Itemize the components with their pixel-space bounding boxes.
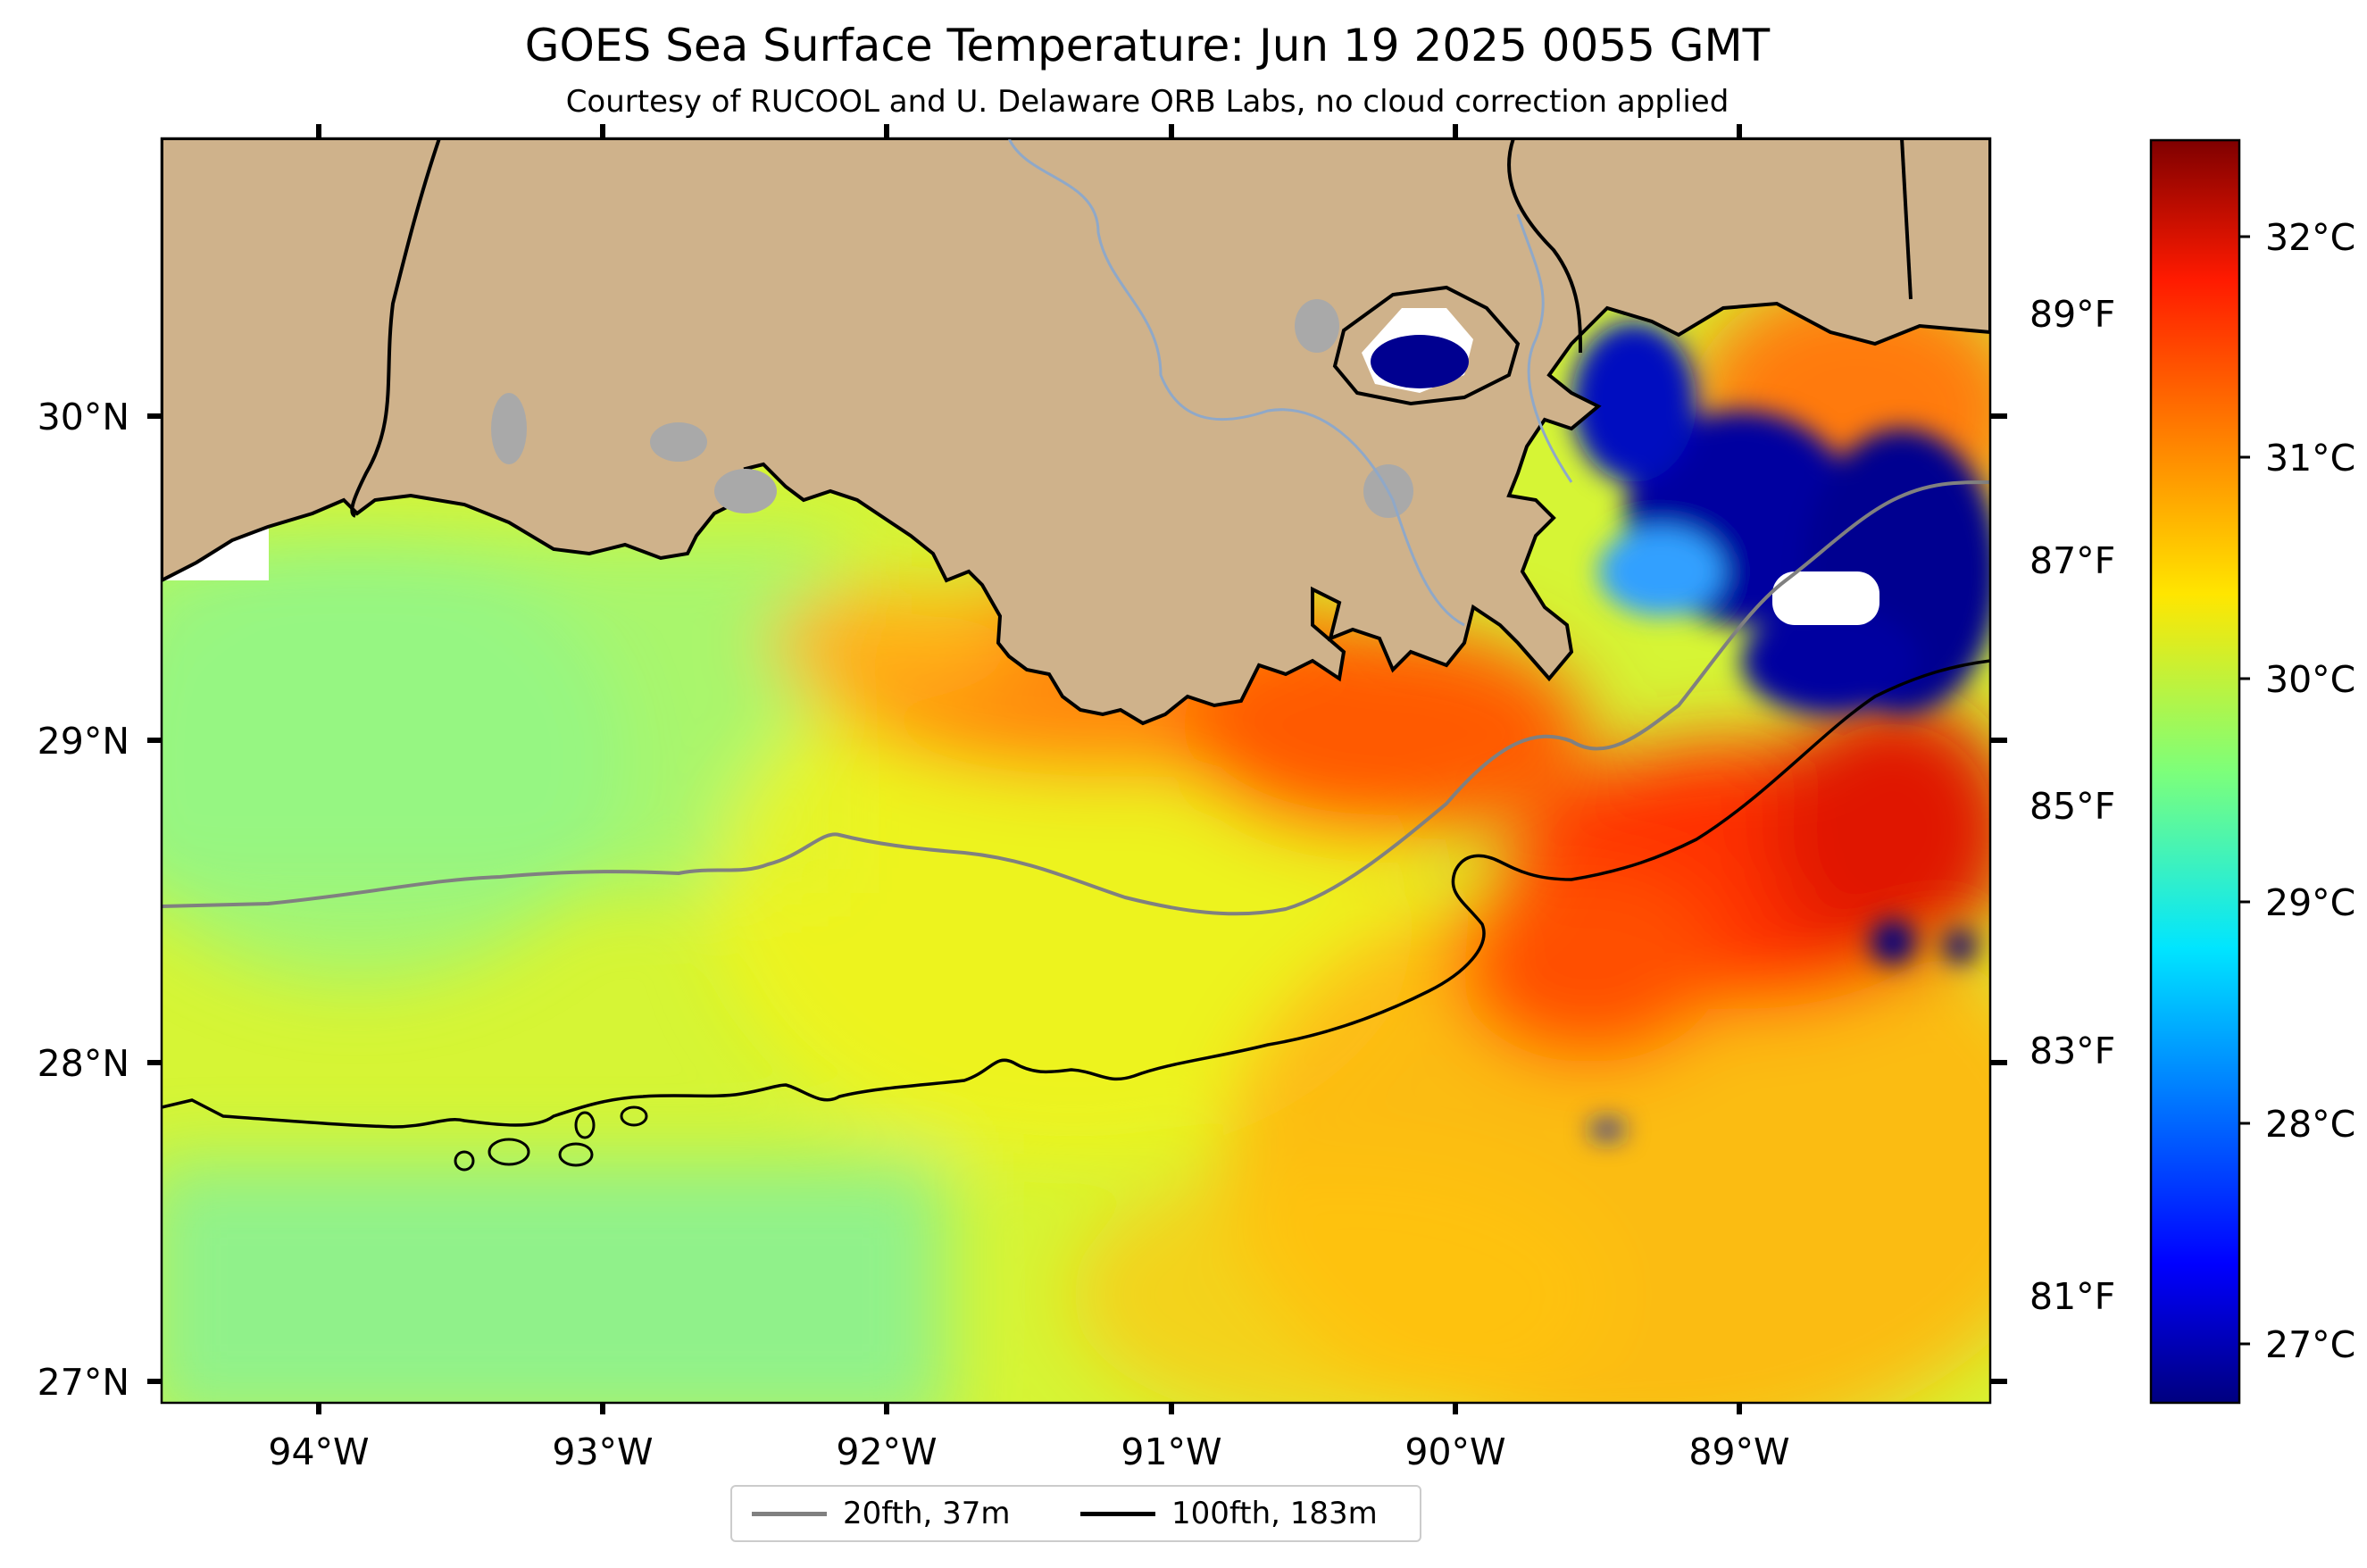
map-frame: [160, 137, 1992, 1405]
land-mass: [162, 138, 1990, 726]
isobath-legend: 20fth, 37m 100fth, 183m: [730, 1485, 1421, 1542]
colorbar: [2149, 138, 2241, 1405]
legend-item-100fth: 100fth, 183m: [1080, 1496, 1378, 1531]
lat-major-ticks: [147, 413, 2007, 1384]
isobath-20fth: [162, 480, 1990, 916]
sst-field: [162, 277, 1990, 1403]
bank-outline: [488, 1138, 530, 1166]
bank-outline: [620, 1105, 648, 1127]
fahrenheit-label: 87°F: [2029, 539, 2115, 582]
lat-label: 28°N: [38, 1042, 129, 1085]
state-border: [1507, 138, 1582, 354]
lon-label: 89°W: [1688, 1430, 1789, 1473]
celsius-label: 29°C: [2265, 881, 2355, 924]
legend-label: 100fth, 183m: [1171, 1496, 1378, 1531]
lon-major-ticks: [316, 124, 1742, 1414]
state-border: [350, 138, 441, 518]
bank-outline: [454, 1150, 475, 1172]
river: [1516, 213, 1573, 483]
fahrenheit-label: 83°F: [2029, 1030, 2115, 1072]
lon-label: 93°W: [552, 1430, 653, 1473]
lake-sst: [1371, 335, 1469, 388]
legend-swatch-gray: [752, 1511, 827, 1516]
map-subtitle: Courtesy of RUCOOL and U. Delaware ORB L…: [565, 84, 1729, 120]
map-title: GOES Sea Surface Temperature: Jun 19 202…: [524, 20, 1771, 71]
bank-outline: [558, 1142, 594, 1167]
sst-map-area: [162, 138, 1990, 1403]
legend-item-20fth: 20fth, 37m: [752, 1496, 1011, 1531]
celsius-labels: 32°C 31°C 30°C 29°C 28°C 27°C: [2265, 216, 2355, 1366]
fahrenheit-label: 81°F: [2029, 1275, 2115, 1318]
lat-tick-labels: 30°N 29°N 28°N 27°N: [38, 396, 129, 1404]
legend-label: 20fth, 37m: [843, 1496, 1011, 1531]
celsius-label: 32°C: [2265, 216, 2355, 259]
river: [1007, 138, 1465, 627]
lat-label: 29°N: [38, 720, 129, 763]
lake: [714, 469, 777, 513]
lon-label: 92°W: [836, 1430, 937, 1473]
fahrenheit-labels: 89°F 87°F 85°F 83°F 81°F: [2029, 293, 2115, 1318]
lake: [650, 422, 707, 462]
fahrenheit-label: 89°F: [2029, 293, 2115, 336]
lat-label: 30°N: [38, 396, 129, 438]
celsius-label: 30°C: [2265, 658, 2355, 701]
lake: [491, 393, 527, 464]
legend-swatch-black: [1080, 1511, 1155, 1516]
isobath-100fth: [162, 659, 1990, 1129]
lon-tick-labels: 94°W 93°W 92°W 91°W 90°W 89°W: [268, 1430, 1789, 1473]
celsius-label: 27°C: [2265, 1323, 2355, 1366]
celsius-label: 31°C: [2265, 437, 2355, 480]
lon-label: 90°W: [1404, 1430, 1505, 1473]
celsius-label: 28°C: [2265, 1103, 2355, 1146]
lake: [1295, 299, 1339, 353]
lon-label: 91°W: [1121, 1430, 1221, 1473]
lon-label: 94°W: [268, 1430, 369, 1473]
fahrenheit-label: 85°F: [2029, 785, 2115, 828]
state-border: [1900, 138, 1913, 300]
bank-outline: [574, 1111, 596, 1139]
cloud-mask: [1772, 571, 1879, 625]
lat-label: 27°N: [38, 1361, 129, 1404]
colorbar-ticks: [2239, 235, 2250, 1346]
